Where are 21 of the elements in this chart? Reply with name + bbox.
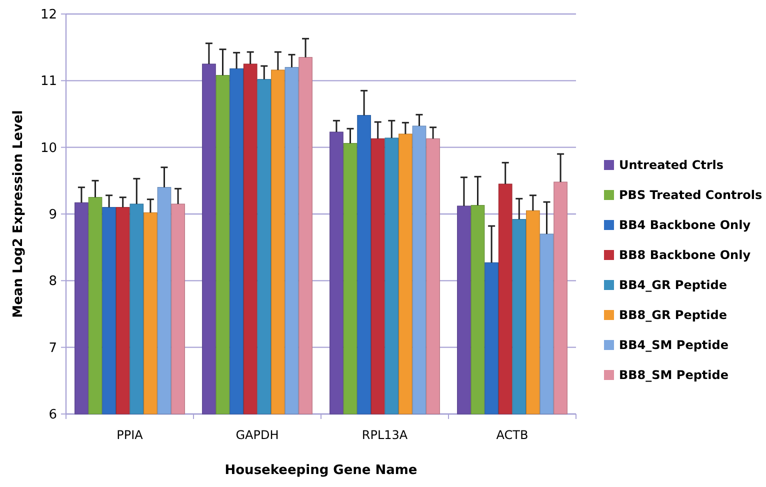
y-tick-label: 9 <box>48 208 57 223</box>
y-tick-label: 10 <box>40 140 57 156</box>
y-axis-title: Mean Log2 Expression Level <box>11 110 26 318</box>
y-tick-label: 7 <box>48 340 57 356</box>
legend-label: BB4 Backbone Only <box>619 218 751 232</box>
legend-label: BB4_SM Peptide <box>619 338 729 352</box>
legend-label: PBS Treated Controls <box>619 188 762 202</box>
x-tick-label: RPL13A <box>362 428 408 442</box>
legend-label: BB8_SM Peptide <box>619 368 729 382</box>
x-tick-label: ACTB <box>496 428 528 442</box>
legend-label: BB8 Backbone Only <box>619 248 751 262</box>
x-tick-label: PPIA <box>116 428 144 442</box>
legend-label: Untreated Ctrls <box>619 158 724 172</box>
x-tick-label: GAPDH <box>236 428 279 442</box>
legend-label: BB8_GR Peptide <box>619 308 728 322</box>
y-tick-label: 11 <box>40 74 57 90</box>
y-tick-label: 6 <box>48 408 57 423</box>
legend-label: BB4_GR Peptide <box>619 278 728 292</box>
y-tick-label: 12 <box>40 8 57 23</box>
y-tick-label: 8 <box>48 274 57 290</box>
x-axis-title: Housekeeping Gene Name <box>224 463 418 478</box>
